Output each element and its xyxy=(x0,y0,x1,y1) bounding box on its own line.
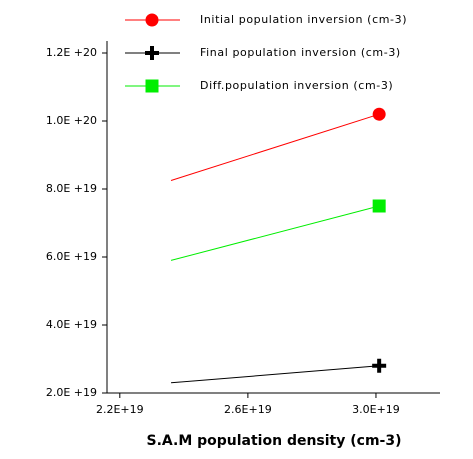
y-tick-label: 4.0E +19 xyxy=(46,318,97,331)
marker xyxy=(372,107,386,121)
y-tick-label: 6.0E +19 xyxy=(46,250,97,263)
y-tick-label: 1.2E +20 xyxy=(46,46,97,59)
x-tick-label: 2.2E+19 xyxy=(96,403,144,416)
marker xyxy=(145,79,159,93)
x-tick-label: 2.6E+19 xyxy=(224,403,272,416)
marker xyxy=(145,46,159,60)
x-axis-label: S.A.M population density (cm-3) xyxy=(147,433,402,449)
marker xyxy=(372,358,387,373)
legend-label: Diff.population inversion (cm-3) xyxy=(200,79,393,92)
y-tick-label: 8.0E +19 xyxy=(46,182,97,195)
line xyxy=(170,205,380,261)
legend-label: Final population inversion (cm-3) xyxy=(200,46,401,59)
marker xyxy=(372,199,386,213)
y-tick-label: 2.0E +19 xyxy=(46,386,97,399)
legend-label: Initial population inversion (cm-3) xyxy=(200,13,407,26)
line xyxy=(170,365,380,384)
y-tick-label: 1.0E +20 xyxy=(46,114,97,127)
marker xyxy=(145,13,159,27)
line xyxy=(170,113,380,181)
x-tick-label: 3.0E+19 xyxy=(352,403,400,416)
